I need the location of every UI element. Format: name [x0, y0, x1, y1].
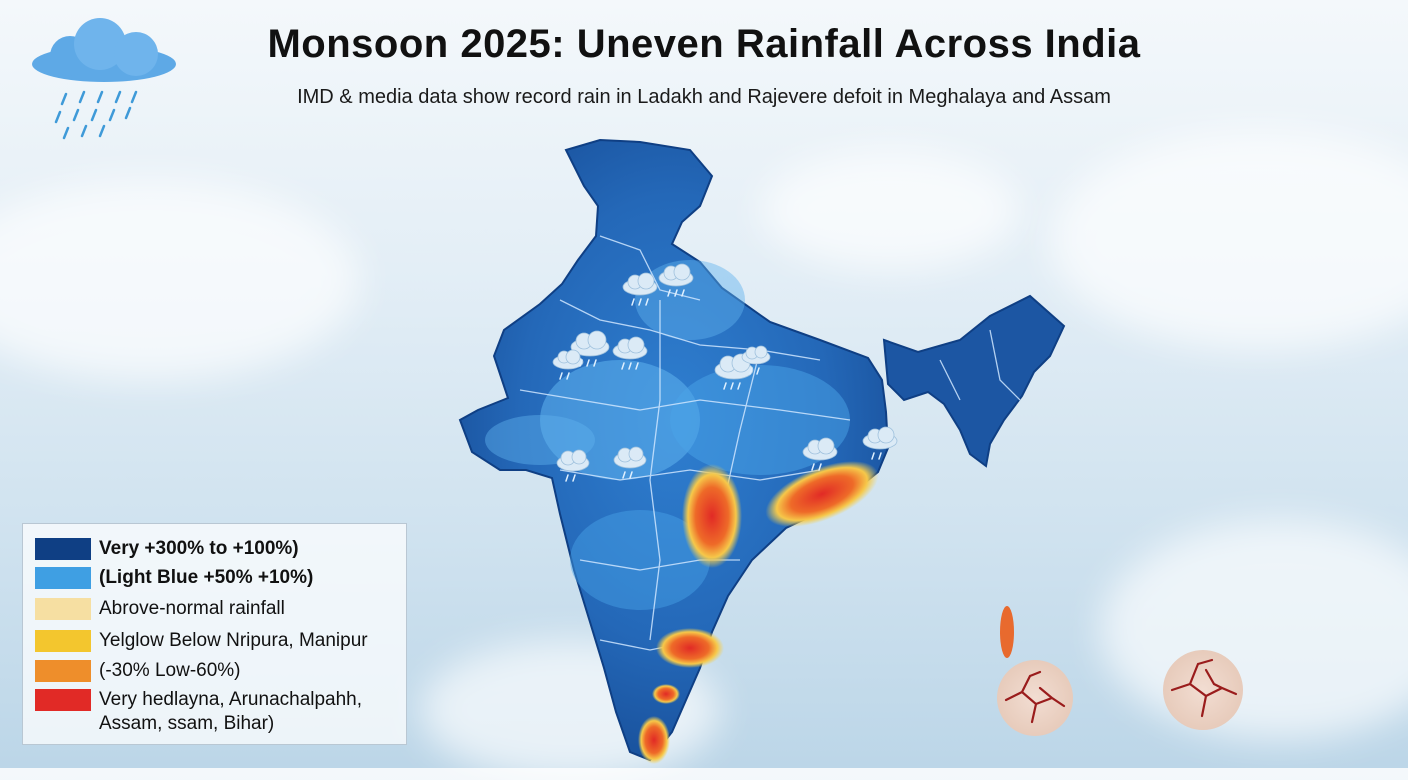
northeast-region	[882, 294, 1066, 468]
page-subtitle: IMD & media data show record rain in Lad…	[297, 86, 1111, 108]
legend-swatch	[35, 598, 91, 620]
legend-label: Abrove-normal rainfall	[99, 598, 285, 619]
above-normal-zone	[570, 510, 710, 610]
legend-swatch	[35, 689, 91, 711]
deficit-hotspot	[682, 464, 742, 568]
legend-item: Very hedlayna, Arunachalpahh, Assam, ssa…	[35, 688, 399, 740]
cracked-earth-icon	[997, 660, 1073, 736]
rain-cloud-icon	[552, 263, 898, 472]
background-cloud	[1100, 520, 1408, 740]
deficit-hotspot	[765, 461, 879, 527]
background-cloud	[760, 150, 1020, 270]
deficit-hotspot	[638, 716, 670, 764]
background-cloud	[1050, 130, 1408, 350]
legend-item: Very +300% to +100%)	[35, 536, 299, 562]
above-normal-zone	[670, 365, 850, 475]
cracked-earth-icon	[1163, 650, 1243, 730]
legend-item: (-30% Low-60%)	[35, 658, 241, 684]
legend-label: Very hedlayna, Arunachalpahh, Assam, ssa…	[99, 689, 363, 734]
page-title: Monsoon 2025: Uneven Rainfall Across Ind…	[267, 22, 1141, 66]
island-region	[1000, 606, 1014, 658]
legend-label: (Light Blue +50% +10%)	[99, 567, 314, 588]
state-boundaries	[519, 235, 1021, 651]
legend-swatch	[35, 660, 91, 682]
background-cloud	[0, 180, 360, 380]
rain-cloud-icon	[32, 18, 176, 140]
legend-label: Yelglow Below Nripura, Manipur	[99, 630, 368, 651]
rain-drops	[559, 289, 882, 482]
legend-item: (Light Blue +50% +10%)	[35, 565, 313, 591]
legend-label: (-30% Low-60%)	[99, 660, 241, 681]
legend-label: Very +300% to +100%)	[99, 538, 299, 559]
legend-item: Abrove-normal rainfall	[35, 596, 285, 622]
legend-swatch	[35, 630, 91, 652]
legend-swatch	[35, 538, 91, 560]
map-legend: Very +300% to +100%) (Light Blue +50% +1…	[22, 523, 407, 745]
deficit-hotspot	[656, 628, 724, 668]
deficit-hotspot	[652, 684, 680, 704]
legend-item: Yelglow Below Nripura, Manipur	[35, 628, 368, 654]
legend-swatch	[35, 567, 91, 589]
